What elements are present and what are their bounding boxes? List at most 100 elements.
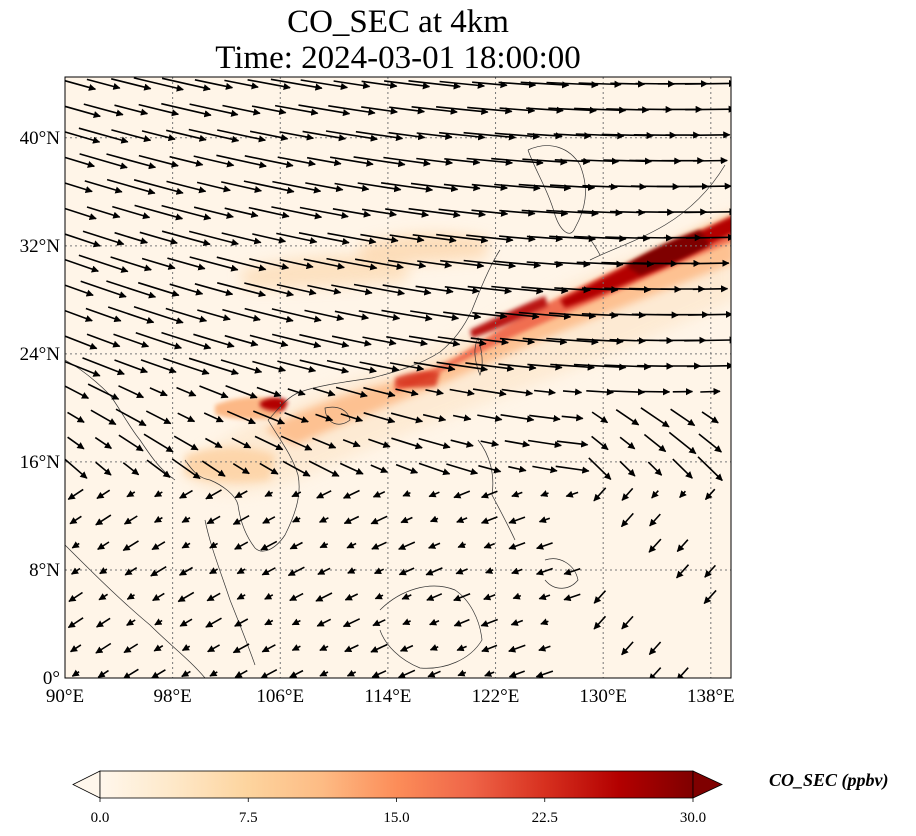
wind-arrow	[686, 362, 731, 370]
wind-arrow	[648, 538, 662, 553]
lat-axis-ticks: 0° 8°N 16°N 24°N 32°N 40°N	[20, 128, 61, 689]
wind-arrow	[339, 462, 364, 475]
wind-arrow	[593, 487, 607, 502]
wind-arrow	[262, 516, 276, 524]
wind-arrow	[690, 131, 731, 139]
wind-arrow	[411, 106, 458, 115]
wind-arrow	[449, 388, 475, 397]
wind-arrow	[150, 566, 167, 577]
wind-arrow	[326, 257, 378, 271]
wind-arrow	[472, 311, 508, 320]
wind-arrow	[481, 644, 498, 653]
wind-arrow	[149, 387, 168, 397]
wind-arrow	[220, 359, 263, 374]
wind-arrow	[224, 334, 259, 347]
wind-arrow	[483, 593, 496, 601]
wind-arrow	[692, 285, 729, 293]
wind-arrow	[578, 80, 622, 88]
wind-arrow	[222, 104, 261, 116]
wind-arrow	[260, 668, 278, 678]
colorbar: 0.0 7.5 15.0 22.5 30.0	[72, 770, 723, 826]
wind-arrow	[408, 80, 461, 90]
wind-arrow	[588, 457, 612, 480]
wind-arrow	[292, 515, 301, 523]
colorbar-extend-low	[72, 770, 101, 799]
wind-arrow	[216, 256, 267, 272]
wind-arrow	[610, 388, 646, 396]
wind-arrow	[417, 260, 453, 269]
wind-arrow	[205, 489, 222, 500]
wind-arrow	[498, 81, 537, 89]
wind-arrow	[325, 130, 378, 142]
wind-arrow	[353, 283, 406, 296]
wind-arrow	[106, 178, 156, 195]
lon-axis-ticks: 90°E 98°E 106°E 114°E 122°E 130°E 138°E	[46, 686, 735, 707]
wind-arrow	[65, 105, 101, 119]
plume-core-dark-mid	[470, 296, 548, 338]
wind-arrow	[427, 670, 441, 678]
wind-arrow	[206, 515, 221, 525]
wind-arrow	[303, 258, 345, 270]
wind-arrow	[344, 644, 359, 653]
lon-tick-label: 138°E	[687, 686, 735, 707]
wind-arrow	[226, 410, 256, 425]
wind-arrow	[471, 183, 508, 192]
wind-arrow	[122, 462, 140, 476]
wind-arrow	[499, 235, 536, 243]
wind-arrow	[279, 131, 315, 141]
wind-arrow	[344, 593, 359, 601]
wind-arrow	[113, 333, 150, 348]
wind-arrow	[141, 130, 176, 142]
wind-arrow	[179, 618, 193, 627]
wind-arrow	[549, 183, 596, 191]
wind-arrow	[99, 567, 108, 575]
wind-arrow	[141, 257, 176, 270]
wind-arrow	[395, 388, 419, 397]
wind-arrow	[209, 541, 218, 549]
wind-arrow	[408, 335, 461, 347]
wind-arrow	[151, 541, 166, 551]
wind-arrow	[289, 592, 304, 602]
wind-arrow	[196, 181, 231, 193]
wind-arrow	[518, 311, 572, 320]
wind-arrow	[224, 207, 259, 218]
wind-arrow	[305, 182, 344, 193]
wind-arrow	[363, 412, 396, 424]
lat-tick-label: 32°N	[20, 236, 61, 257]
colorbar-tick-label: 22.5	[532, 810, 558, 826]
wind-arrow	[527, 439, 562, 449]
wind-arrow	[97, 541, 110, 550]
wind-arrow	[346, 541, 357, 549]
wind-arrow	[221, 181, 263, 193]
wind-arrow	[67, 411, 85, 423]
wind-arrow	[480, 618, 498, 627]
wind-arrow	[181, 644, 191, 652]
wind-arrow	[357, 182, 402, 193]
wind-arrow	[353, 156, 406, 168]
wind-arrow	[536, 542, 553, 550]
wind-arrow	[261, 644, 276, 653]
wind-arrow	[65, 360, 101, 377]
wind-arrow	[453, 618, 470, 627]
wind-arrow	[134, 204, 184, 221]
wind-arrow	[327, 232, 377, 245]
wind-arrow	[372, 619, 386, 627]
wind-arrow	[540, 490, 549, 497]
wind-arrow	[526, 106, 564, 114]
wind-arrow	[68, 591, 83, 603]
wind-arrow	[576, 260, 624, 268]
wind-arrow	[86, 333, 121, 348]
wind-arrow	[312, 387, 336, 397]
wind-arrow	[140, 359, 177, 374]
wind-arrow	[591, 435, 609, 451]
wind-arrow	[480, 516, 498, 525]
wind-arrow	[581, 285, 619, 294]
wind-arrow	[495, 311, 540, 320]
wind-arrow	[398, 541, 416, 550]
wind-arrow	[243, 180, 295, 194]
wind-arrow	[205, 617, 222, 628]
wind-arrow	[95, 642, 112, 654]
wind-arrow	[410, 182, 459, 193]
wind-arrow	[316, 490, 332, 499]
wind-arrow	[161, 230, 211, 247]
